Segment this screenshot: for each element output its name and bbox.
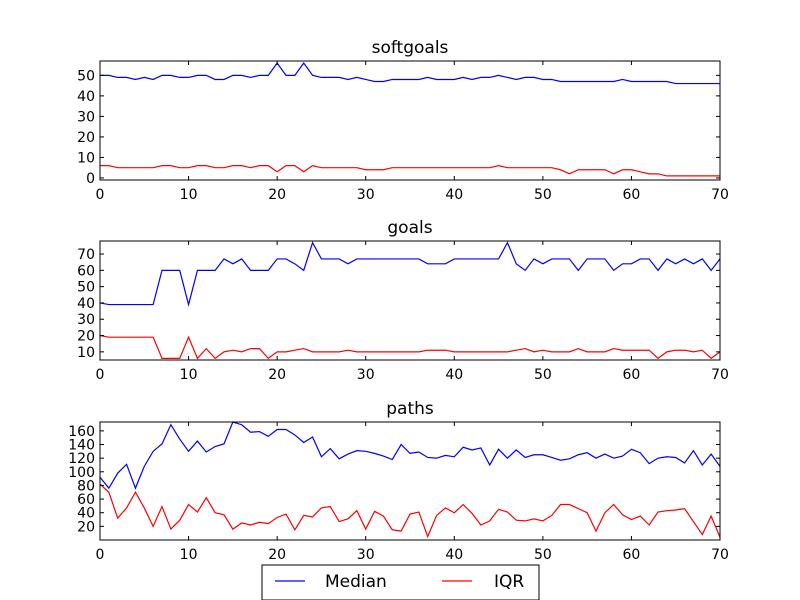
paths-y-tick-label: 40 <box>77 506 95 522</box>
goals-x-tick-label: 40 <box>445 367 463 383</box>
paths-x-tick-label: 60 <box>623 547 641 563</box>
softgoals-median-series-line <box>100 62 720 85</box>
softgoals-x-tick-label: 30 <box>357 187 375 203</box>
softgoals-x-tick-label: 40 <box>445 187 463 203</box>
paths-plot-frame <box>99 421 721 541</box>
goals-y-tick-label: 50 <box>77 280 95 296</box>
softgoals-x-tick-label: 50 <box>534 187 552 203</box>
paths-y-tick-label: 100 <box>68 465 95 481</box>
goals-median-series-line <box>99 241 721 307</box>
paths-y-tick-label: 80 <box>77 478 95 494</box>
goals-y-tick-label: 70 <box>77 247 95 263</box>
softgoals-y-tick-label: 0 <box>86 171 95 187</box>
softgoals-subplot: 0 10 20 30 40 50 60 70 0 10 20 30 40 50 softgoals <box>77 38 729 203</box>
goals-x-tick-label: 30 <box>357 367 375 383</box>
softgoals-y-tick-label: 40 <box>77 89 95 105</box>
softgoals-y-tick-label: 20 <box>77 130 95 146</box>
paths-subplot-title: paths <box>386 399 434 419</box>
goals-y-tick-label: 60 <box>77 263 95 279</box>
softgoals-plot-frame <box>99 60 721 181</box>
paths-y-tick-label: 60 <box>77 492 95 508</box>
paths-x-tick-label: 30 <box>357 547 375 563</box>
softgoals-y-tick-label: 30 <box>77 109 95 125</box>
softgoals-y-tick-label: 10 <box>77 150 95 166</box>
paths-iqr-series-line <box>99 483 721 539</box>
legend-median-label: Median <box>325 572 387 592</box>
goals-y-tick-label: 30 <box>77 312 95 328</box>
paths-x-tick-label: 70 <box>711 547 729 563</box>
paths-y-tick-label: 140 <box>68 438 95 454</box>
goals-plot-frame <box>99 240 721 361</box>
paths-x-tick-label: 50 <box>534 547 552 563</box>
goals-x-tick-label: 10 <box>180 367 198 383</box>
softgoals-x-tick-label: 60 <box>623 187 641 203</box>
paths-y-tick-label: 20 <box>77 519 95 535</box>
paths-median-series-line <box>99 421 721 490</box>
goals-subplot-title: goals <box>387 218 432 238</box>
legend-iqr-label: IQR <box>494 572 524 592</box>
softgoals-x-tick-label: 10 <box>180 187 198 203</box>
goals-y-tick-label: 10 <box>77 345 95 361</box>
legend-frame <box>261 564 540 600</box>
softgoals-subplot-title: softgoals <box>372 38 449 58</box>
legend: Median IQR <box>261 564 540 600</box>
paths-x-tick-label: 10 <box>180 547 198 563</box>
softgoals-x-tick-label: 0 <box>96 187 105 203</box>
goals-iqr-series-line <box>99 334 721 360</box>
goals-x-tick-label: 50 <box>534 367 552 383</box>
softgoals-x-tick-label: 20 <box>268 187 286 203</box>
paths-x-tick-label: 20 <box>268 547 286 563</box>
paths-x-tick-label: 40 <box>445 547 463 563</box>
softgoals-y-tick-label: 50 <box>77 68 95 84</box>
softgoals-x-tick-label: 70 <box>711 187 729 203</box>
goals-x-tick-label: 0 <box>96 367 105 383</box>
goals-x-tick-label: 20 <box>268 367 286 383</box>
softgoals-iqr-series-line <box>100 164 720 177</box>
paths-y-tick-label: 160 <box>68 424 95 440</box>
goals-x-tick-label: 60 <box>623 367 641 383</box>
paths-y-tick-label: 120 <box>68 451 95 467</box>
goals-y-tick-label: 40 <box>77 296 95 312</box>
goals-y-tick-label: 20 <box>77 329 95 345</box>
goals-x-tick-label: 70 <box>711 367 729 383</box>
paths-x-tick-label: 0 <box>96 547 105 563</box>
